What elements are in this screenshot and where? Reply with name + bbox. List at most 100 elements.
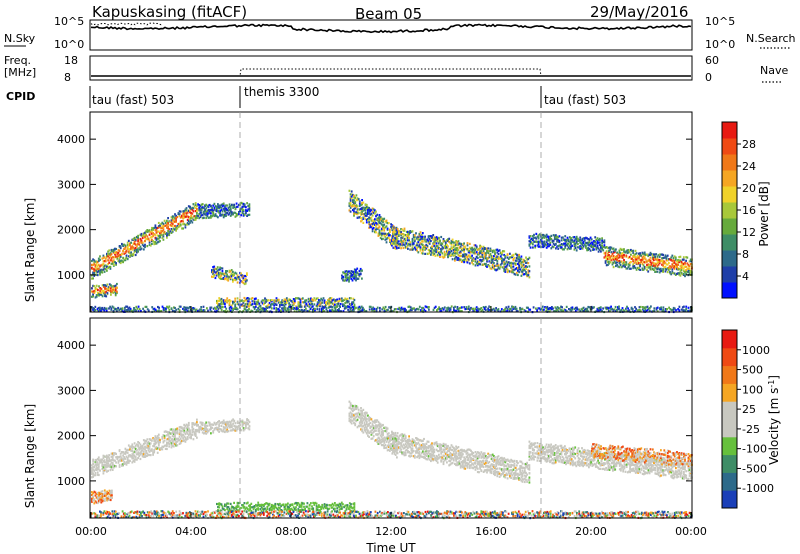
heatmap-cell [545, 238, 548, 241]
heatmap-cell [203, 212, 205, 215]
heatmap-cell [231, 429, 233, 432]
heatmap-cell [503, 258, 506, 261]
heatmap-cell [555, 234, 557, 237]
heatmap-cell [491, 258, 494, 261]
heatmap-cell [154, 435, 157, 438]
heatmap-cell [133, 450, 136, 453]
heatmap-cell [349, 204, 352, 207]
heatmap-cell [178, 309, 181, 312]
heatmap-cell [511, 262, 514, 265]
heatmap-cell [92, 271, 94, 274]
heatmap-cell [356, 277, 359, 280]
heatmap-cell [311, 298, 313, 301]
heatmap-cell [107, 497, 110, 500]
heatmap-cell [138, 247, 141, 250]
heatmap-cell [133, 458, 136, 461]
heatmap-cell [516, 310, 519, 313]
heatmap-cell [236, 425, 239, 428]
heatmap-cell [353, 277, 356, 280]
heatmap-cell [583, 243, 586, 246]
heatmap-cell [481, 308, 484, 312]
heatmap-cell [217, 509, 219, 512]
heatmap-cell [137, 240, 139, 243]
heatmap-cell [328, 302, 331, 305]
heatmap-cell [144, 305, 147, 308]
heatmap-cell [172, 445, 175, 448]
heatmap-cell [236, 281, 239, 284]
heatmap-cell [364, 217, 367, 221]
heatmap-cell [159, 310, 162, 313]
heatmap-cell [545, 306, 548, 309]
heatmap-cell [596, 237, 599, 240]
heatmap-cell [447, 253, 449, 256]
heatmap-cell [183, 222, 186, 225]
heatmap-cell [658, 253, 661, 256]
heatmap-cell [430, 239, 432, 243]
heatmap-cell [234, 305, 237, 308]
heatmap-cell [182, 223, 184, 226]
heatmap-cell [428, 308, 430, 311]
heatmap-cell [571, 306, 574, 309]
heatmap-cell [354, 196, 357, 199]
heatmap-cell [316, 297, 319, 300]
heatmap-cell [126, 258, 129, 261]
heatmap-cell [229, 211, 232, 214]
heatmap-cell [107, 253, 109, 256]
heatmap-cell [677, 267, 679, 270]
heatmap-cell [597, 241, 600, 244]
heatmap-cell [274, 303, 277, 306]
heatmap-cell [281, 304, 284, 307]
heatmap-cell [374, 209, 376, 212]
heatmap-cell [436, 240, 439, 243]
heatmap-cell [687, 271, 690, 274]
heatmap-cell [672, 272, 675, 275]
heatmap-cell [654, 253, 656, 256]
heatmap-cell [615, 257, 617, 260]
heatmap-cell [214, 209, 217, 212]
heatmap-cell [565, 305, 568, 308]
heatmap-cell [315, 297, 318, 300]
heatmap-cell [241, 424, 244, 428]
heatmap-cell [355, 194, 358, 197]
heatmap-cell [95, 271, 98, 274]
heatmap-cell [425, 305, 428, 309]
heatmap-cell [377, 226, 380, 229]
heatmap-cell [241, 280, 244, 283]
heatmap-cell [126, 241, 129, 244]
heatmap-cell [166, 438, 168, 441]
heatmap-cell [270, 307, 273, 310]
heatmap-cell [159, 448, 161, 451]
heatmap-cell [561, 306, 563, 309]
heatmap-cell [499, 251, 502, 254]
heatmap-cell [522, 263, 525, 266]
heatmap-cell [683, 305, 685, 308]
heatmap-cell [205, 424, 208, 427]
heatmap-cell [167, 225, 169, 229]
heatmap-cell [628, 261, 631, 264]
heatmap-cell [643, 265, 646, 269]
heatmap-cell [332, 309, 335, 312]
heatmap-cell [432, 253, 435, 257]
heatmap-cell [404, 239, 407, 242]
heatmap-cell [108, 489, 111, 492]
heatmap-cell [342, 299, 344, 302]
heatmap-cell [662, 306, 665, 309]
heatmap-cell [392, 309, 395, 313]
heatmap-cell [106, 459, 108, 462]
heatmap-cell [636, 254, 639, 258]
heatmap-cell [137, 238, 139, 241]
heatmap-cell [189, 429, 191, 432]
heatmap-cell [219, 271, 221, 274]
heatmap-cell [159, 240, 161, 243]
heatmap-cell [548, 245, 550, 248]
heatmap-cell [224, 430, 226, 434]
heatmap-cell [226, 273, 228, 276]
heatmap-cell [488, 260, 491, 263]
heatmap-cell [545, 309, 548, 312]
heatmap-cell [491, 263, 494, 266]
heatmap-cell [439, 307, 442, 311]
heatmap-cell [519, 262, 522, 265]
heatmap-cell [92, 475, 94, 478]
heatmap-cell [323, 299, 326, 302]
heatmap-cell [167, 433, 169, 436]
